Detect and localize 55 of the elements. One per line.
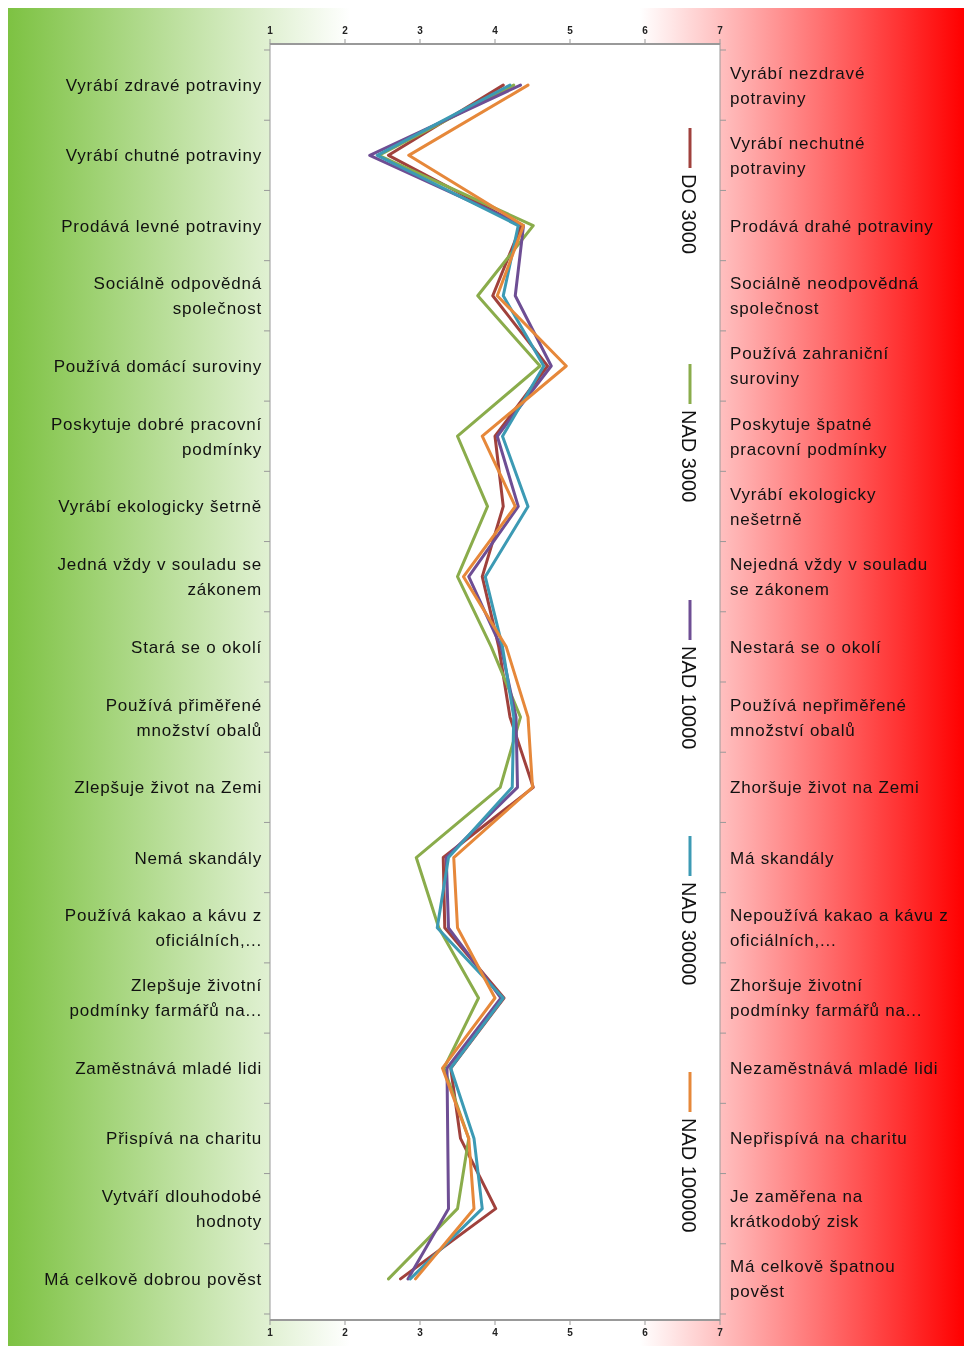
y2-tick-label: Používá nepřiměřené množství obalů	[730, 695, 907, 740]
x2-tick-label: 2	[342, 25, 349, 36]
y-tick-label: Nemá skandály	[134, 848, 262, 868]
y2-tick-label: Sociálně neodpovědná společnost	[730, 274, 919, 319]
y-tick-label: Zlepšuje život na Zemi	[74, 778, 262, 798]
y2-tick-label: Zhoršuje život na Zemi	[730, 778, 920, 798]
y-tick-label: Prodává levné potraviny	[61, 216, 262, 236]
y-tick-label: Má celkově dobrou pověst	[44, 1269, 262, 1289]
y2-tick-label: Má celkově špatnou pověst	[730, 1257, 896, 1302]
y-tick-label: Používá domácí suroviny	[53, 356, 262, 376]
x2-tick-label: 4	[492, 25, 499, 36]
y-tick-label: Přispívá na charitu	[106, 1129, 262, 1149]
y-tick-label: Vyrábí ekologicky šetrně	[58, 497, 262, 517]
y2-tick-label: Vyrábí nechutné potraviny	[730, 133, 866, 178]
y2-tick-label: Poskytuje špatné pracovní podmínky	[730, 414, 888, 459]
x2-tick-label: 1	[267, 25, 274, 36]
y2-tick-label: Vyrábí nezdravé potraviny	[730, 63, 866, 108]
y-tick-label: Zlepšuje životní podmínky farmářů na...	[69, 976, 262, 1021]
y-tick-label: Sociálně odpovědná společnost	[93, 274, 262, 319]
y-tick-label: Jedná vždy v souladu se zákonem	[57, 555, 262, 600]
legend-label: NAD 100000	[678, 1118, 700, 1233]
x2-tick-label: 3	[417, 25, 424, 36]
x-tick-label: 2	[342, 1327, 349, 1338]
y2-tick-label: Nepřispívá na charitu	[730, 1129, 908, 1149]
y2-tick-label: Nezaměstnává mladé lidi	[730, 1059, 939, 1079]
x-tick-label: 7	[717, 1327, 724, 1338]
y2-tick-label: Je zaměřena na krátkodobý zisk	[730, 1187, 864, 1232]
y2-tick-label: Používá zahraniční suroviny	[730, 344, 889, 389]
legend-label: DO 3000	[678, 174, 700, 255]
y2-tick-label: Nejedná vždy v souladu se zákonem	[730, 555, 929, 600]
x-tick-label: 1	[267, 1327, 274, 1338]
y2-tick-label: Vyrábí ekologicky nešetrně	[730, 484, 877, 529]
y2-tick-label: Zhoršuje životní podmínky farmářů na...	[730, 976, 923, 1021]
x-tick-label: 4	[492, 1327, 499, 1338]
y2-tick-label: Má skandály	[730, 848, 835, 868]
y2-tick-label: Nepoužívá kakao a kávu z oficiálních,...	[730, 906, 949, 951]
x2-tick-label: 6	[642, 25, 649, 36]
y-tick-label: Zaměstnává mladé lidi	[75, 1059, 262, 1079]
x-tick-label: 6	[642, 1327, 649, 1338]
legend-label: NAD 3000	[678, 410, 700, 503]
y2-tick-label: Nestará se o okolí	[730, 637, 882, 657]
y-tick-label: Používá přiměřené množství obalů	[105, 695, 262, 740]
legend-label: NAD 30000	[678, 882, 700, 986]
y-tick-label: Vyrábí chutné potraviny	[65, 146, 262, 166]
x-tick-label: 5	[567, 1327, 574, 1338]
x2-tick-label: 5	[567, 25, 574, 36]
y2-tick-label: Prodává drahé potraviny	[730, 216, 934, 236]
y-tick-label: Stará se o okolí	[131, 637, 262, 657]
y-tick-label: Používá kakao a kávu z oficiálních,...	[64, 906, 262, 951]
legend-label: NAD 10000	[678, 646, 700, 750]
x-tick-label: 3	[417, 1327, 424, 1338]
y-tick-label: Vytváří dlouhodobé hodnoty	[101, 1187, 262, 1232]
y-tick-label: Vyrábí zdravé potraviny	[65, 76, 262, 96]
y-tick-label: Poskytuje dobré pracovní podmínky	[50, 414, 262, 459]
x2-tick-label: 7	[717, 25, 724, 36]
